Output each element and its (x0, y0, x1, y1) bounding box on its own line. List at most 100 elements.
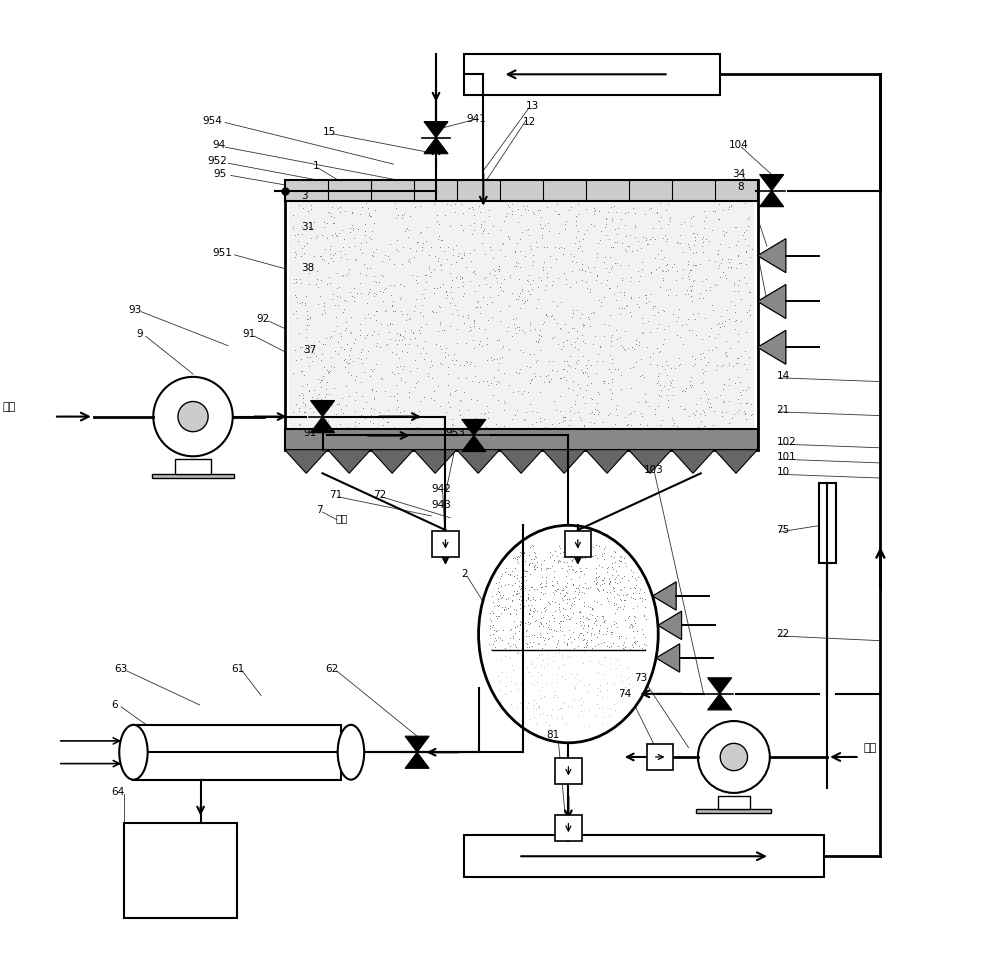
Point (489, 622, 505, 638)
Point (323, 250, 339, 265)
Point (528, 695, 544, 711)
Point (335, 406, 351, 421)
Point (607, 574, 623, 590)
Point (609, 586, 625, 602)
Point (718, 224, 734, 240)
Point (651, 344, 667, 360)
Point (466, 318, 482, 333)
Point (358, 267, 374, 283)
Point (319, 276, 335, 292)
Point (606, 583, 622, 599)
Point (552, 586, 568, 602)
Point (547, 687, 563, 703)
Point (358, 395, 374, 410)
Point (453, 196, 469, 212)
Point (611, 628, 627, 644)
Text: 102: 102 (776, 437, 796, 448)
Point (341, 347, 357, 363)
Point (659, 358, 675, 373)
Text: 952: 952 (207, 156, 227, 167)
Point (575, 333, 591, 349)
Point (591, 292, 607, 308)
Point (559, 607, 575, 623)
Point (617, 410, 633, 425)
Point (337, 322, 353, 337)
Point (652, 377, 668, 393)
Point (509, 553, 525, 568)
Point (551, 642, 567, 657)
Point (729, 350, 745, 366)
Point (685, 274, 701, 290)
Point (448, 269, 464, 285)
Point (302, 309, 318, 325)
Point (316, 297, 332, 313)
Point (582, 406, 598, 421)
Point (566, 406, 582, 421)
Point (347, 418, 363, 434)
Point (402, 415, 418, 431)
Point (642, 356, 658, 371)
Point (639, 417, 655, 433)
Point (627, 230, 643, 246)
Point (708, 389, 724, 405)
Point (344, 289, 360, 304)
Point (589, 629, 605, 644)
Point (540, 215, 556, 231)
Point (547, 239, 563, 254)
Point (484, 352, 500, 368)
Point (681, 265, 697, 281)
Point (493, 590, 509, 605)
Point (511, 323, 527, 338)
Point (311, 386, 327, 402)
Point (628, 354, 644, 370)
Point (589, 250, 605, 265)
Point (462, 319, 478, 334)
Point (363, 361, 379, 376)
Point (574, 540, 590, 556)
Point (567, 589, 583, 604)
Point (469, 299, 485, 315)
Point (301, 265, 317, 281)
Point (596, 375, 612, 391)
Point (632, 268, 648, 284)
Point (535, 259, 551, 275)
Point (710, 326, 726, 341)
Point (702, 282, 718, 297)
Point (695, 402, 711, 417)
Point (386, 419, 402, 435)
Point (552, 622, 568, 638)
Point (595, 373, 611, 389)
Point (304, 354, 320, 370)
Point (423, 353, 439, 369)
Point (653, 220, 669, 236)
Point (606, 613, 622, 629)
Point (430, 378, 446, 394)
Point (537, 578, 553, 594)
Point (526, 678, 542, 693)
Point (627, 219, 643, 235)
Point (482, 620, 498, 636)
Point (320, 204, 336, 219)
Point (601, 576, 617, 592)
Point (707, 203, 723, 218)
Point (513, 545, 529, 561)
Point (549, 636, 565, 651)
Point (721, 254, 737, 269)
Point (628, 332, 644, 348)
Bar (555, 758, 582, 785)
Point (310, 371, 326, 387)
Point (574, 273, 590, 289)
Point (524, 281, 540, 296)
Point (515, 547, 531, 563)
Point (388, 402, 404, 417)
Point (337, 359, 353, 374)
Point (352, 317, 368, 332)
Point (364, 248, 380, 263)
Point (402, 363, 418, 378)
Point (596, 290, 612, 305)
Point (524, 627, 540, 643)
Point (694, 238, 710, 254)
Point (592, 232, 608, 248)
Point (714, 405, 730, 420)
Point (294, 385, 310, 401)
